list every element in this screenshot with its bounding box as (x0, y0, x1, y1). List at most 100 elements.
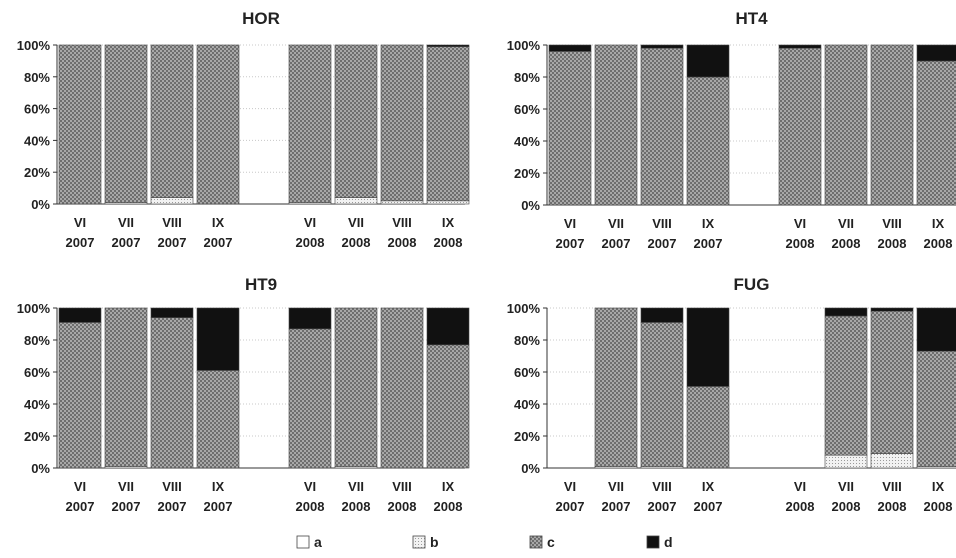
x-month-label: VIII (652, 479, 672, 494)
bar-segment-d-ix-2007 (686, 307, 730, 387)
y-tick-label: 20% (514, 429, 540, 444)
x-year-label: 2008 (832, 236, 861, 251)
bar-segment-d-vii-2008 (824, 307, 868, 317)
y-tick-label: 40% (514, 134, 540, 149)
bar-segment-c-viii-2008 (380, 44, 424, 202)
x-year-label: 2008 (388, 499, 417, 514)
x-month-label: VI (794, 216, 806, 231)
x-month-label: VI (564, 216, 576, 231)
x-month-label: VII (838, 479, 854, 494)
y-tick-label: 60% (24, 365, 50, 380)
y-tick-label: 100% (17, 38, 51, 53)
bar-segment-c-vii-2008 (824, 315, 868, 456)
bar-segment-c-vii-2007 (104, 307, 148, 467)
x-month-label: VIII (392, 215, 412, 230)
y-tick-label: 40% (514, 397, 540, 412)
bar-segment-c-viii-2007 (150, 317, 194, 469)
x-month-label: VIII (882, 216, 902, 231)
x-year-label: 2007 (66, 499, 95, 514)
legend-swatch-b (412, 535, 426, 549)
x-month-label: VII (608, 216, 624, 231)
bar-segment-d-ix-2008 (426, 44, 470, 47)
x-month-label: VI (74, 479, 86, 494)
y-tick-label: 80% (514, 333, 540, 348)
y-tick-label: 60% (514, 102, 540, 117)
bar-segment-c-vii-2008 (334, 44, 378, 198)
legend-swatch-a (296, 535, 310, 549)
x-year-label: 2007 (648, 499, 677, 514)
y-tick-label: 60% (514, 365, 540, 380)
chart-panel-fug: FUG 0% 20% 40% 60% 80% 100% VI 2007 VII 2007 VIII 20… (507, 275, 956, 514)
x-year-label: 2007 (112, 235, 141, 250)
bar-segment-c-vii-2008 (334, 307, 378, 467)
legend-label-a: a (314, 534, 322, 550)
y-tick-label: 0% (521, 198, 540, 213)
x-year-label: 2007 (204, 499, 233, 514)
bar-segment-c-vi-2008 (288, 328, 332, 469)
bar-segment-d-ix-2007 (196, 307, 240, 371)
bar-segment-d-ix-2008 (916, 307, 956, 352)
bar-segment-c-ix-2008 (426, 344, 470, 469)
legend-label-d: d (664, 534, 673, 550)
bar-segment-c-ix-2007 (196, 44, 240, 205)
bar-segment-d-ix-2007 (686, 44, 730, 78)
x-year-label: 2008 (924, 499, 953, 514)
y-tick-label: 80% (514, 70, 540, 85)
bar-segment-b-vii-2008 (824, 454, 868, 469)
y-tick-label: 60% (24, 102, 50, 117)
legend-label-c: c (547, 534, 555, 550)
x-month-label: VIII (162, 215, 182, 230)
bar-segment-b-vii-2008 (334, 197, 378, 205)
bar-segment-c-vii-2007 (104, 44, 148, 203)
y-tick-label: 20% (514, 166, 540, 181)
bar-segment-b-viii-2008 (870, 453, 914, 469)
x-year-label: 2008 (342, 235, 371, 250)
y-tick-label: 0% (31, 461, 50, 476)
chart-panel-ht4: HT4 0% 20% 40% 60% 80% 100% VI 2007 VII 2007 VIII 20… (507, 9, 956, 251)
legend-label-b: b (430, 534, 439, 550)
bar-segment-c-vii-2007 (594, 44, 638, 206)
y-tick-label: 100% (507, 38, 541, 53)
bar-segment-c-vi-2007 (548, 51, 592, 206)
x-year-label: 2008 (878, 236, 907, 251)
bar-segment-b-viii-2008 (380, 200, 424, 205)
x-month-label: IX (932, 216, 945, 231)
bar-segment-d-vi-2008 (288, 307, 332, 330)
bar-segment-d-viii-2007 (640, 307, 684, 323)
panel-title: HT4 (735, 9, 768, 28)
bar-segment-c-viii-2007 (640, 322, 684, 467)
x-year-label: 2008 (878, 499, 907, 514)
bar-segment-c-vi-2007 (58, 322, 102, 469)
x-month-label: IX (212, 215, 225, 230)
y-tick-label: 80% (24, 333, 50, 348)
bar-segment-c-vi-2007 (58, 44, 102, 205)
x-year-label: 2008 (388, 235, 417, 250)
panel-title: FUG (734, 275, 770, 294)
x-year-label: 2008 (786, 236, 815, 251)
bar-segment-c-ix-2007 (686, 76, 730, 206)
bar-segment-d-vi-2007 (58, 307, 102, 323)
x-month-label: IX (702, 216, 715, 231)
x-month-label: VIII (882, 479, 902, 494)
chart-panel-ht9: HT9 0% 20% 40% 60% 80% 100% VI 2007 VII 2007 VIII 20… (17, 275, 470, 514)
y-tick-label: 40% (24, 133, 50, 148)
bar-segment-c-viii-2008 (380, 307, 424, 469)
bar-segment-d-viii-2007 (640, 44, 684, 49)
y-tick-label: 0% (31, 197, 50, 212)
x-month-label: VII (348, 215, 364, 230)
legend-swatch-c (529, 535, 543, 549)
y-tick-label: 100% (507, 301, 541, 316)
bar-segment-d-ix-2008 (916, 44, 956, 62)
y-tick-label: 80% (24, 70, 50, 85)
y-tick-label: 20% (24, 165, 50, 180)
x-year-label: 2007 (556, 499, 585, 514)
x-year-label: 2008 (832, 499, 861, 514)
x-month-label: IX (702, 479, 715, 494)
x-month-label: IX (932, 479, 945, 494)
bar-segment-c-vii-2007 (594, 307, 638, 467)
y-tick-label: 20% (24, 429, 50, 444)
bar-segment-c-viii-2008 (870, 310, 914, 454)
x-year-label: 2008 (342, 499, 371, 514)
bar-segment-d-vi-2008 (778, 44, 822, 49)
